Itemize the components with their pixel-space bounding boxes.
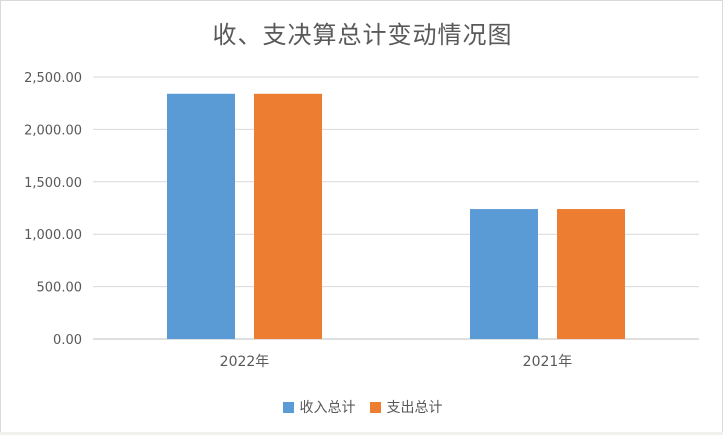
x-tick-label: 2022年 xyxy=(220,354,270,370)
bar-expense xyxy=(254,93,322,339)
legend-swatch-income xyxy=(282,401,294,413)
legend-item-expense: 支出总计 xyxy=(369,397,443,417)
legend: 收入总计 支出总计 xyxy=(1,397,723,417)
x-tick-label: 2021年 xyxy=(523,354,573,370)
chart-title: 收、支决算总计变动情况图 xyxy=(212,21,513,49)
legend-item-income: 收入总计 xyxy=(282,397,356,417)
y-tick-label: 1,000.00 xyxy=(24,228,82,243)
y-tick-label: 0.00 xyxy=(53,333,82,348)
bar-income xyxy=(167,93,235,339)
legend-label-expense: 支出总计 xyxy=(386,400,443,416)
y-tick-label: 2,000.00 xyxy=(24,123,82,138)
y-tick-label: 2,500.00 xyxy=(24,71,82,86)
bar-expense xyxy=(557,209,625,339)
bar-income xyxy=(470,209,538,339)
bottom-strip xyxy=(0,432,723,435)
y-tick-label: 500.00 xyxy=(37,281,83,296)
legend-swatch-expense xyxy=(369,401,381,413)
y-tick-label: 1,500.00 xyxy=(24,176,82,191)
legend-label-income: 收入总计 xyxy=(299,400,356,416)
